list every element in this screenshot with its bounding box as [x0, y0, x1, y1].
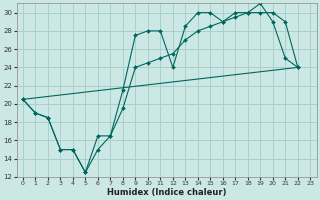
X-axis label: Humidex (Indice chaleur): Humidex (Indice chaleur) [107, 188, 226, 197]
